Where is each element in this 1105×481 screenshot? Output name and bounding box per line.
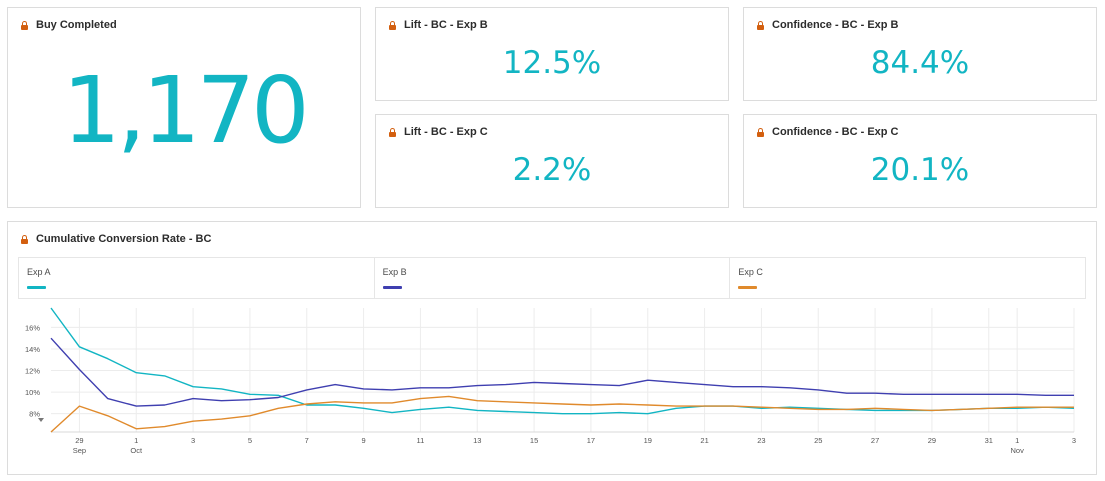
metric-value: 20.1% — [870, 152, 970, 188]
legend-swatch — [27, 286, 46, 289]
metric-value: 1,170 — [62, 57, 309, 164]
metric-panel-lift-c[interactable]: Lift - BC - Exp C 2.2% — [375, 114, 729, 208]
legend-label: Exp A — [27, 267, 51, 277]
y-tick-label: 10% — [25, 388, 40, 397]
metric-value: 84.4% — [870, 45, 970, 81]
panel-title: Lift - BC - Exp B — [389, 19, 488, 31]
panel-title: Confidence - BC - Exp C — [757, 126, 899, 138]
y-tick-label: 14% — [25, 345, 40, 354]
x-tick-label: 19 — [644, 436, 652, 445]
x-tick-label: 5 — [248, 436, 252, 445]
x-tick-label: 3 — [1072, 436, 1076, 445]
x-tick-label: 21 — [700, 436, 708, 445]
panel-title-text: Lift - BC - Exp B — [404, 19, 488, 31]
x-tick-label: 1 — [134, 436, 138, 445]
metric-panel-confidence-b[interactable]: Confidence - BC - Exp B 84.4% — [743, 7, 1097, 101]
axis-break-icon — [38, 418, 44, 422]
metric-panel-confidence-c[interactable]: Confidence - BC - Exp C 20.1% — [743, 114, 1097, 208]
x-tick-label: 7 — [305, 436, 309, 445]
y-tick-label: 12% — [25, 367, 40, 376]
x-tick-label: 27 — [871, 436, 879, 445]
x-tick-label: 1 — [1015, 436, 1019, 445]
metric-value: 2.2% — [512, 152, 592, 188]
x-tick-label: 23 — [757, 436, 765, 445]
x-tick-label: 11 — [417, 436, 425, 445]
y-tick-label: 8% — [29, 410, 40, 419]
panel-title-text: Confidence - BC - Exp C — [772, 126, 899, 138]
legend-swatch — [738, 286, 758, 289]
series-line-exp-c — [50, 395, 1074, 433]
legend-label: Exp B — [382, 267, 407, 277]
series-line-exp-a — [50, 307, 1075, 415]
panel-title: Lift - BC - Exp C — [389, 126, 488, 138]
x-tick-label: 29 — [75, 436, 83, 445]
metric-panel-buy-completed[interactable]: Buy Completed 1,170 — [7, 7, 361, 208]
panel-title: Buy Completed — [21, 19, 117, 31]
chart-legend: Exp A Exp B Exp C — [18, 257, 1086, 299]
y-tick-label: 16% — [25, 323, 40, 332]
legend-item-exp-a[interactable]: Exp A — [19, 258, 375, 298]
lock-icon — [389, 127, 396, 137]
legend-item-exp-c[interactable]: Exp C — [730, 258, 1085, 298]
series-line-exp-b — [50, 337, 1074, 407]
metric-value: 12.5% — [502, 45, 602, 81]
x-tick-label: 15 — [530, 436, 538, 445]
x-tick-month-label: Nov — [1010, 446, 1024, 455]
x-tick-label: 17 — [587, 436, 595, 445]
x-tick-label: 31 — [985, 436, 993, 445]
panel-title: Cumulative Conversion Rate - BC — [21, 233, 211, 245]
x-tick-label: 25 — [814, 436, 822, 445]
lock-icon — [21, 234, 28, 244]
lock-icon — [757, 20, 764, 30]
lock-icon — [21, 20, 28, 30]
x-tick-label: 9 — [361, 436, 365, 445]
lock-icon — [389, 20, 396, 30]
lock-icon — [757, 127, 764, 137]
panel-title-text: Lift - BC - Exp C — [404, 126, 488, 138]
legend-item-exp-b[interactable]: Exp B — [375, 258, 731, 298]
panel-title-text: Cumulative Conversion Rate - BC — [36, 233, 212, 245]
legend-label: Exp C — [738, 267, 763, 277]
x-tick-label: 29 — [928, 436, 936, 445]
metric-panel-lift-b[interactable]: Lift - BC - Exp B 12.5% — [375, 7, 729, 101]
panel-title: Confidence - BC - Exp B — [757, 19, 899, 31]
x-tick-month-label: Sep — [73, 446, 86, 455]
legend-swatch — [382, 286, 402, 289]
trend-panel-conversion-rate[interactable]: Cumulative Conversion Rate - BC Exp A Ex… — [7, 221, 1097, 475]
x-tick-label: 3 — [191, 436, 195, 445]
x-tick-label: 13 — [473, 436, 481, 445]
panel-title-text: Buy Completed — [36, 19, 117, 31]
panel-title-text: Confidence - BC - Exp B — [772, 19, 899, 31]
x-tick-month-label: Oct — [130, 446, 143, 455]
